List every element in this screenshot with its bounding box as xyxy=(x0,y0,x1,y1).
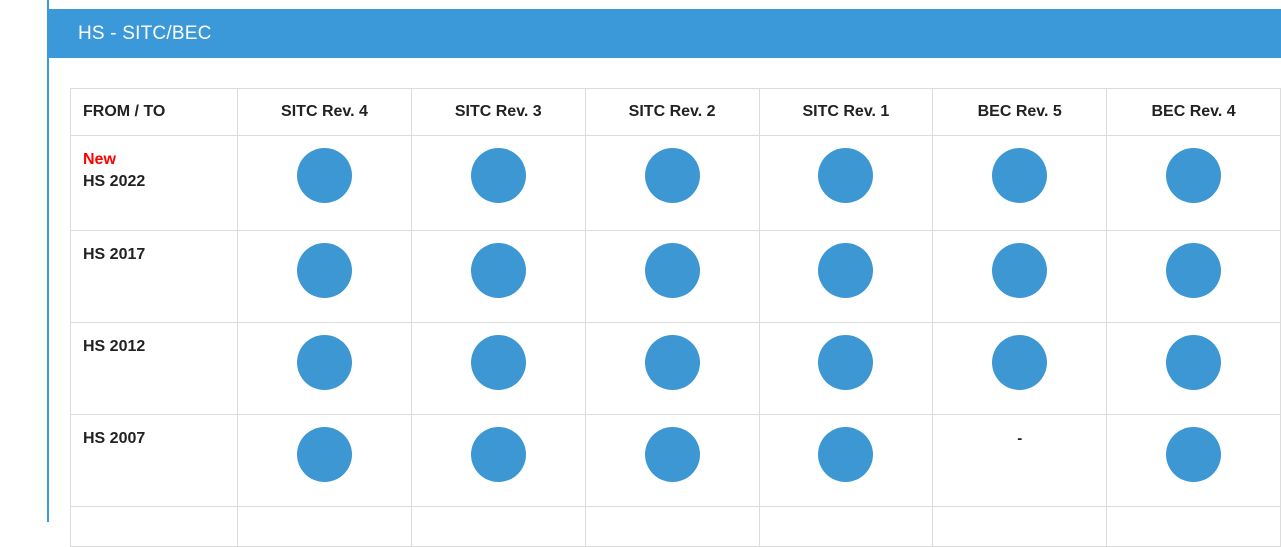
availability-cell xyxy=(584,506,760,547)
availability-dot[interactable] xyxy=(818,335,874,390)
column-header: SITC Rev. 4 xyxy=(237,88,412,136)
availability-cell xyxy=(1106,414,1281,507)
availability-dot[interactable] xyxy=(818,427,874,482)
availability-cell xyxy=(410,230,586,323)
availability-cell xyxy=(758,135,934,231)
availability-cell xyxy=(758,414,934,507)
availability-dot[interactable] xyxy=(818,243,874,298)
row-label-cell: HS 2007 xyxy=(69,414,239,507)
availability-dot[interactable] xyxy=(296,427,352,482)
row-label-cell: HS 2017 xyxy=(69,230,239,323)
table-row: HS 2017 xyxy=(69,230,1281,323)
availability-dot[interactable] xyxy=(296,335,352,390)
header-row: FROM / TO SITC Rev. 4 SITC Rev. 3 SITC Rev.… xyxy=(69,88,1281,136)
availability-cell xyxy=(410,322,586,415)
row-label: HS 2012 xyxy=(83,338,146,355)
availability-cell xyxy=(1106,506,1281,547)
availability-cell: - xyxy=(932,414,1108,507)
availability-cell xyxy=(584,414,760,507)
availability-dot[interactable] xyxy=(296,243,352,298)
row-label: HS 2022 xyxy=(83,173,146,190)
availability-cell xyxy=(410,506,586,547)
availability-cell xyxy=(932,230,1108,323)
availability-dot[interactable] xyxy=(470,335,526,390)
left-accent-rule xyxy=(47,0,49,522)
availability-dot[interactable] xyxy=(992,243,1048,298)
availability-cell xyxy=(758,322,934,415)
table-row xyxy=(69,506,1281,547)
availability-cell xyxy=(584,230,760,323)
panel-title: HS - SITC/BEC xyxy=(78,22,212,44)
availability-dot[interactable] xyxy=(1166,243,1222,298)
availability-cell xyxy=(932,135,1108,231)
not-available-dash: - xyxy=(1017,430,1023,447)
row-label: HS 2017 xyxy=(83,246,146,263)
column-header: BEC Rev. 4 xyxy=(1106,88,1281,136)
row-label-cell: HS 2012 xyxy=(69,322,239,415)
new-badge: New xyxy=(83,151,116,168)
table-body: New HS 2022 HS 2017 HS 2012 HS 2007 - xyxy=(69,135,1281,547)
availability-cell xyxy=(584,135,760,231)
availability-cell xyxy=(237,135,412,231)
table-row: New HS 2022 xyxy=(69,135,1281,231)
availability-cell xyxy=(932,506,1108,547)
row-label-cell xyxy=(69,506,239,547)
panel-header: HS - SITC/BEC xyxy=(49,9,1281,58)
availability-dot[interactable] xyxy=(296,148,352,203)
availability-cell xyxy=(758,230,934,323)
table-row: HS 2012 xyxy=(69,322,1281,415)
availability-dot[interactable] xyxy=(1166,427,1222,482)
column-header: SITC Rev. 3 xyxy=(410,88,586,136)
availability-cell xyxy=(932,322,1108,415)
availability-dot[interactable] xyxy=(818,148,874,203)
availability-dot[interactable] xyxy=(644,148,700,203)
column-header: BEC Rev. 5 xyxy=(932,88,1108,136)
row-label-cell: New HS 2022 xyxy=(69,135,239,231)
availability-cell xyxy=(410,414,586,507)
availability-dot[interactable] xyxy=(992,148,1048,203)
availability-dot[interactable] xyxy=(1166,335,1222,390)
availability-dot[interactable] xyxy=(1166,148,1222,203)
row-label: HS 2007 xyxy=(83,430,146,447)
availability-cell xyxy=(584,322,760,415)
availability-cell xyxy=(1106,322,1281,415)
correlation-table-wrapper: FROM / TO SITC Rev. 4 SITC Rev. 3 SITC Rev.… xyxy=(69,88,1281,547)
availability-cell xyxy=(1106,230,1281,323)
correlation-table: FROM / TO SITC Rev. 4 SITC Rev. 3 SITC Rev.… xyxy=(69,88,1281,547)
column-header: SITC Rev. 1 xyxy=(758,88,934,136)
availability-cell xyxy=(237,414,412,507)
availability-dot[interactable] xyxy=(470,427,526,482)
availability-dot[interactable] xyxy=(470,148,526,203)
availability-cell xyxy=(758,506,934,547)
availability-dot[interactable] xyxy=(644,335,700,390)
availability-cell xyxy=(237,230,412,323)
column-header-from-to: FROM / TO xyxy=(69,88,239,136)
availability-dot[interactable] xyxy=(644,243,700,298)
availability-cell xyxy=(410,135,586,231)
availability-dot[interactable] xyxy=(470,243,526,298)
availability-cell xyxy=(1106,135,1281,231)
availability-dot[interactable] xyxy=(644,427,700,482)
table-row: HS 2007 - xyxy=(69,414,1281,507)
column-header: SITC Rev. 2 xyxy=(584,88,760,136)
availability-dot[interactable] xyxy=(992,335,1048,390)
availability-cell xyxy=(237,322,412,415)
availability-cell xyxy=(237,506,412,547)
